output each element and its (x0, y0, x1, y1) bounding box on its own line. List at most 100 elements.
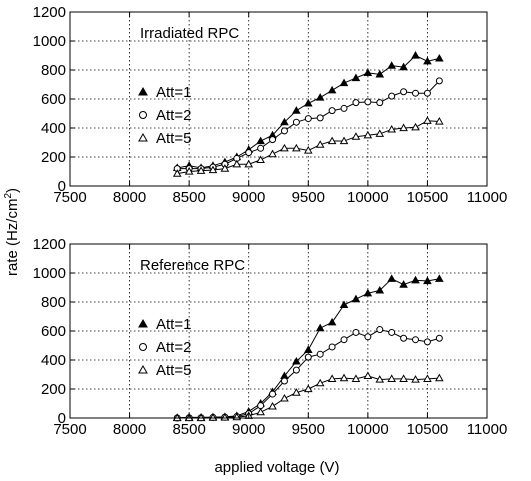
legend-item: Att=2 (139, 107, 191, 124)
data-point (399, 374, 408, 382)
series-open-circle (173, 77, 443, 173)
data-point (257, 144, 265, 152)
panel-irradiated: Irradiated RPC 7500 8000 8500 9000 9500 10000… (33, 4, 508, 206)
data-point (375, 285, 385, 294)
data-point (411, 375, 420, 383)
data-point (304, 115, 312, 123)
data-point (363, 68, 373, 76)
data-point (387, 374, 396, 382)
data-point (376, 326, 384, 334)
data-point (280, 117, 289, 126)
legend-marker (139, 343, 147, 351)
y-tick-label: 0 (58, 410, 66, 427)
data-point (316, 350, 324, 358)
data-point (269, 390, 277, 398)
x-tick-label: 9000 (232, 421, 265, 438)
data-point (220, 164, 230, 172)
data-point (388, 328, 396, 336)
legend-label: Att=2 (156, 339, 191, 356)
data-point (256, 136, 265, 145)
data-point (399, 280, 408, 288)
data-point (351, 374, 361, 382)
x-tick-label: 10500 (407, 421, 449, 438)
data-point (363, 288, 373, 297)
data-point (339, 136, 349, 145)
data-point (292, 356, 301, 365)
data-point (423, 56, 432, 65)
x-tick-label: 10500 (407, 189, 449, 206)
data-point (172, 169, 182, 177)
panel-reference-grid (70, 244, 487, 418)
data-point (375, 375, 385, 383)
data-point (315, 140, 325, 148)
data-point (400, 334, 408, 342)
data-point (327, 374, 337, 382)
y-tick-label: 1000 (33, 265, 66, 282)
data-point (364, 98, 372, 106)
data-point (412, 336, 420, 344)
data-point (388, 92, 396, 100)
data-point (304, 353, 312, 361)
data-point (315, 323, 325, 332)
data-point (411, 122, 420, 131)
data-point (303, 345, 313, 353)
x-tick-label: 11000 (467, 421, 508, 438)
legend-item: Att=1 (138, 316, 191, 333)
panel-reference: Reference RPC 7500 8000 8500 9000 9500 10000 1… (33, 236, 508, 438)
y-tick-label: 200 (41, 149, 66, 166)
data-point (303, 146, 313, 154)
x-tick-label: 8000 (113, 421, 146, 438)
legend-item: Att=5 (138, 130, 191, 147)
data-point (280, 143, 289, 152)
data-point (363, 130, 373, 139)
y-tick-label: 600 (41, 323, 66, 340)
data-point (351, 294, 361, 303)
x-tick-label: 8500 (172, 189, 205, 206)
panel-reference-ticks: 7500 8000 8500 9000 9500 10000 10500 11000 0 200 4… (33, 236, 508, 438)
data-point (423, 374, 432, 382)
data-point (196, 166, 206, 174)
data-point (339, 373, 349, 382)
data-point (435, 373, 444, 382)
data-point (256, 407, 265, 416)
y-tick-label: 200 (41, 381, 66, 398)
y-axis-label: rate (Hz/cm2) (3, 188, 21, 276)
legend-item: Att=2 (139, 339, 191, 356)
x-tick-label: 8500 (172, 421, 205, 438)
y-tick-label: 400 (41, 352, 66, 369)
panel-reference-series (172, 274, 444, 422)
panel-reference-title: Reference RPC (140, 257, 245, 274)
data-point (280, 127, 288, 135)
data-point (399, 123, 408, 132)
y-tick-label: 800 (41, 294, 66, 311)
y-tick-label: 1200 (33, 236, 66, 253)
x-tick-label: 10000 (347, 421, 389, 438)
data-point (376, 99, 384, 107)
series-open-triangle (172, 116, 444, 177)
data-point (435, 53, 444, 62)
data-point (363, 371, 373, 380)
data-point (232, 159, 242, 168)
data-point (328, 107, 336, 115)
legend-label: Att=5 (156, 362, 191, 379)
data-point (208, 165, 218, 174)
y-tick-label: 600 (41, 91, 66, 108)
legend-label: Att=5 (156, 130, 191, 147)
data-point (184, 167, 194, 175)
legend-item: Att=1 (138, 84, 191, 101)
data-point (268, 401, 277, 410)
data-point (387, 61, 396, 69)
x-tick-label: 8000 (113, 189, 146, 206)
x-tick-label: 7500 (53, 421, 86, 438)
y-tick-label: 400 (41, 120, 66, 137)
x-axis-label: applied voltage (V) (214, 459, 339, 476)
data-point (327, 317, 337, 326)
data-point (387, 274, 396, 282)
y-tick-label: 800 (41, 62, 66, 79)
data-point (352, 328, 360, 336)
data-point (303, 384, 313, 393)
data-point (423, 276, 432, 285)
data-point (256, 155, 265, 163)
data-point (292, 366, 300, 374)
data-point (327, 85, 337, 94)
